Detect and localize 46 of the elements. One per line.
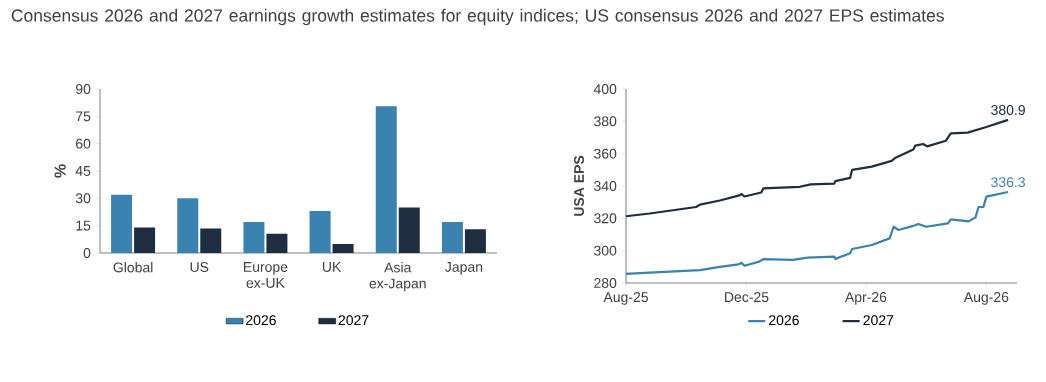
bar <box>134 227 156 253</box>
y-tick-label: 340 <box>594 181 617 191</box>
bar <box>309 211 331 253</box>
x-tick-label: Apr-26 <box>844 292 887 305</box>
legend-label: 2026 <box>246 315 276 326</box>
bar <box>266 233 288 253</box>
line-series <box>624 190 1010 276</box>
legend-label: 2026 <box>769 315 799 326</box>
x-tick-label: Japan <box>445 262 483 275</box>
legend-label: 2027 <box>863 315 894 326</box>
y-tick-label: 30 <box>75 193 91 204</box>
bar <box>111 194 133 253</box>
bar <box>200 228 222 253</box>
y-tick-label: 400 <box>593 84 617 94</box>
y-tick-label: 360 <box>594 148 617 159</box>
chart-title: Consensus 2026 and 2027 earnings growth estimates for equity indices; US consensus 2026 and 2027 EPS estimates <box>11 8 944 26</box>
y-tick-label: 320 <box>594 213 617 224</box>
y-tick-label: 90 <box>75 84 91 94</box>
legend-label: 2027 <box>338 315 369 326</box>
y-tick-label: 60 <box>76 138 91 149</box>
y-tick-label: 380 <box>594 116 617 127</box>
x-tick-label: Aug-25 <box>603 292 648 305</box>
y-axis-title: % <box>54 164 66 178</box>
y-tick-label: 300 <box>594 245 617 256</box>
x-tick-label: Asia ex-Japan <box>369 262 426 292</box>
y-tick-label: 0 <box>83 248 91 258</box>
x-tick-label: Dec-25 <box>725 292 769 303</box>
bar <box>332 243 354 253</box>
bar <box>177 198 199 253</box>
x-tick-label: Global <box>113 262 153 273</box>
bar <box>464 229 486 253</box>
x-tick-label: US <box>190 262 209 273</box>
x-tick-label: UK <box>322 262 342 272</box>
y-tick-label: 75 <box>76 111 91 122</box>
y-tick-label: 45 <box>75 166 91 176</box>
x-tick-label: Aug-26 <box>963 292 1009 305</box>
bar <box>441 222 463 253</box>
bar <box>398 207 420 253</box>
y-axis-title: USA EPS <box>574 155 584 216</box>
y-tick-label: 280 <box>594 278 617 288</box>
annotation: 380.9 <box>991 105 1025 116</box>
y-tick-label: 15 <box>76 220 91 231</box>
annotation: 336.3 <box>991 177 1025 188</box>
x-tick-label: Europe ex-UK <box>244 262 288 288</box>
bar <box>375 106 397 253</box>
bar <box>243 222 265 253</box>
